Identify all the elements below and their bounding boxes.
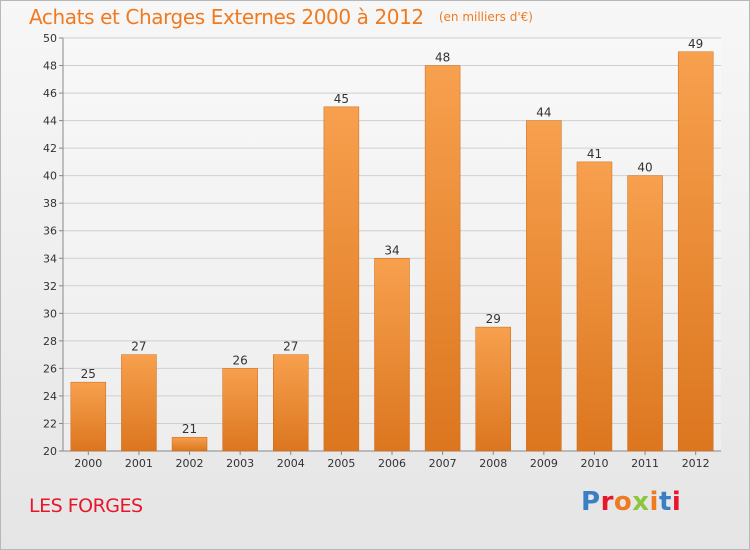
bar-2000 xyxy=(70,381,107,452)
y-tick-label: 40 xyxy=(43,170,57,183)
place-name: LES FORGES xyxy=(29,495,143,517)
data-label-2009: 44 xyxy=(536,106,551,120)
x-tick-label-2001: 2001 xyxy=(125,457,153,470)
y-tick-label: 30 xyxy=(43,307,57,320)
proxiti-logo: Proxiti xyxy=(581,487,681,517)
data-label-2010: 41 xyxy=(587,147,602,161)
data-label-2005: 45 xyxy=(334,92,349,106)
data-label-2007: 48 xyxy=(435,51,450,65)
bar-2006 xyxy=(374,258,410,452)
bar-2007 xyxy=(424,65,461,452)
bar-2005 xyxy=(323,106,360,452)
bar-2001 xyxy=(121,354,157,452)
y-tick-label: 32 xyxy=(43,280,57,293)
data-label-2008: 29 xyxy=(486,312,501,326)
chart-title: Achats et Charges Externes 2000 à 2012 xyxy=(29,5,424,29)
y-tick-label: 36 xyxy=(43,225,57,238)
data-label-2006: 34 xyxy=(384,243,399,257)
x-tick-label-2011: 2011 xyxy=(631,457,659,470)
y-tick-label: 34 xyxy=(43,252,57,265)
logo-letter: x xyxy=(632,487,650,517)
logo-letter: P xyxy=(581,487,601,517)
chart-unit: (en milliers d'€) xyxy=(438,10,533,24)
y-tick-label: 46 xyxy=(43,87,57,100)
x-tick-label-2010: 2010 xyxy=(580,457,608,470)
x-tick-label-2000: 2000 xyxy=(74,457,102,470)
y-tick-label: 24 xyxy=(43,390,57,403)
bar-2010 xyxy=(576,161,613,452)
x-tick-label-2007: 2007 xyxy=(429,457,457,470)
data-label-2012: 49 xyxy=(688,37,703,51)
logo-letter: o xyxy=(613,487,633,517)
bar-2012 xyxy=(677,51,714,452)
y-tick-label: 26 xyxy=(43,362,57,375)
y-tick-label: 22 xyxy=(43,417,57,430)
logo-letter: r xyxy=(600,487,614,517)
bar-2011 xyxy=(627,175,663,452)
x-tick-label-2009: 2009 xyxy=(530,457,558,470)
bar-2009 xyxy=(526,120,562,452)
bar-2004 xyxy=(273,354,309,452)
bar-2008 xyxy=(475,326,511,452)
x-tick-label-2003: 2003 xyxy=(226,457,254,470)
logo-letter: i xyxy=(671,487,682,517)
y-tick-label: 42 xyxy=(43,142,57,155)
y-tick-label: 50 xyxy=(43,32,57,45)
x-tick-label-2002: 2002 xyxy=(176,457,204,470)
bar-2003 xyxy=(222,368,258,452)
bar-2002 xyxy=(171,436,208,452)
x-tick-label-2008: 2008 xyxy=(479,457,507,470)
chart-title-row: Achats et Charges Externes 2000 à 2012 (… xyxy=(29,5,533,29)
y-tick-label: 44 xyxy=(43,115,57,128)
y-tick-label: 20 xyxy=(43,445,57,458)
data-label-2000: 25 xyxy=(81,367,96,381)
logo-letter: t xyxy=(658,487,672,517)
logo-letter: i xyxy=(649,487,659,517)
data-label-2003: 26 xyxy=(233,353,248,367)
data-label-2011: 40 xyxy=(637,161,652,175)
y-tick-label: 48 xyxy=(43,60,57,73)
data-label-2004: 27 xyxy=(283,340,298,354)
x-tick-label-2006: 2006 xyxy=(378,457,406,470)
x-tick-label-2005: 2005 xyxy=(327,457,355,470)
x-tick-label-2012: 2012 xyxy=(682,457,710,470)
y-tick-label: 28 xyxy=(43,335,57,348)
y-tick-label: 38 xyxy=(43,197,57,210)
data-label-2001: 27 xyxy=(131,340,146,354)
x-tick-label-2004: 2004 xyxy=(277,457,305,470)
data-label-2002: 21 xyxy=(182,422,197,436)
